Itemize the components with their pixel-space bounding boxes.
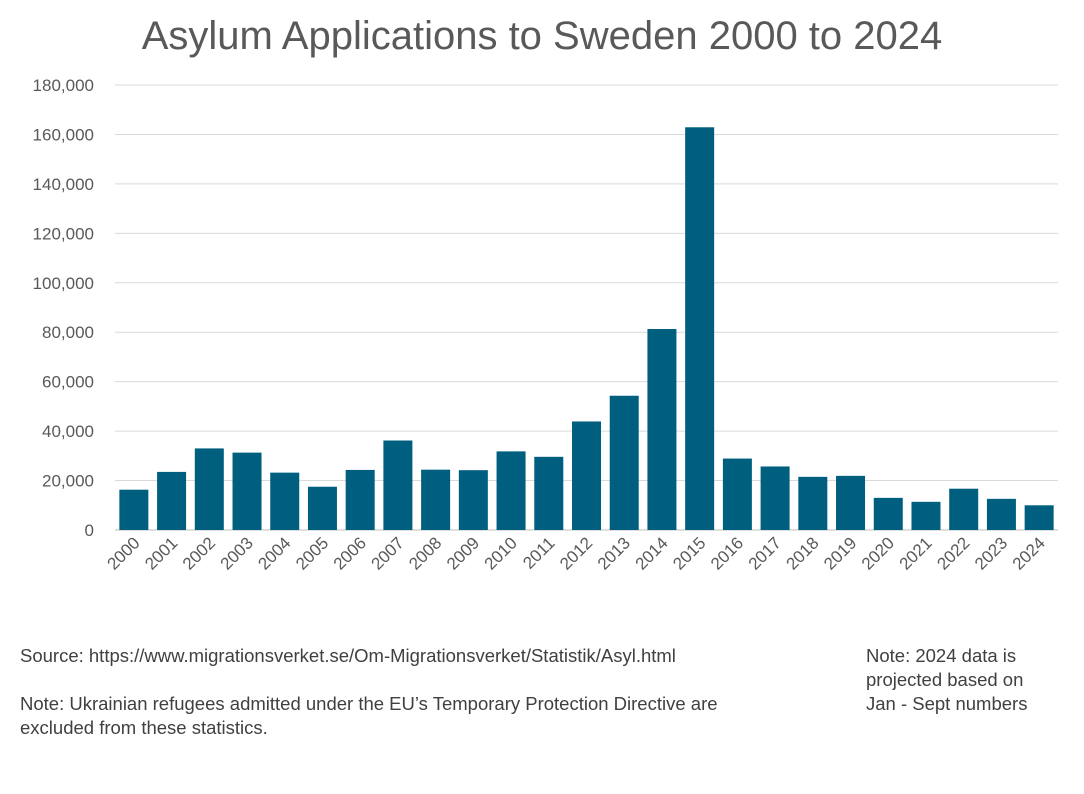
- bar-2005: [307, 486, 337, 530]
- bar-2003: [232, 452, 262, 530]
- x-tick-label: 2001: [141, 533, 181, 573]
- y-tick-label: 120,000: [33, 224, 94, 243]
- x-tick-label: 2009: [443, 533, 483, 573]
- ukraine-note-line2: excluded from these statistics.: [20, 717, 268, 738]
- x-tick-label: 2011: [519, 533, 558, 572]
- y-tick-label: 160,000: [33, 125, 94, 144]
- x-tick-label: 2003: [217, 533, 257, 573]
- bar-2017: [760, 466, 790, 530]
- x-tick-label: 2016: [707, 533, 747, 573]
- bar-2000: [119, 489, 149, 530]
- y-tick-label: 180,000: [33, 76, 94, 95]
- bar-2011: [534, 456, 564, 530]
- x-tick-label: 2015: [669, 533, 709, 573]
- bar-2019: [836, 475, 866, 530]
- x-tick-label: 2006: [330, 533, 370, 573]
- y-tick-label: 40,000: [42, 422, 94, 441]
- bar-2022: [949, 488, 979, 530]
- bar-2023: [986, 498, 1016, 530]
- x-tick-label: 2014: [632, 533, 672, 573]
- x-tick-label: 2024: [1009, 533, 1049, 573]
- bar-chart: 0 20,000 40,000 60,000 80,000 100,000 120,000 1…: [33, 76, 1058, 574]
- bar-2013: [609, 395, 639, 530]
- y-tick-label: 100,000: [33, 274, 94, 293]
- bar-2021: [911, 501, 941, 530]
- projection-note-line1: Note: 2024 data is: [866, 645, 1017, 666]
- x-tick-label: 2000: [104, 533, 144, 573]
- y-tick-label: 0: [85, 521, 94, 540]
- bar-2018: [798, 476, 828, 530]
- bar-2006: [345, 469, 375, 530]
- x-tick-label: 2007: [368, 533, 408, 573]
- x-tick-label: 2020: [858, 533, 898, 573]
- x-tick-label: 2013: [594, 533, 634, 573]
- bar-2002: [194, 448, 224, 530]
- y-tick-label: 80,000: [42, 323, 94, 342]
- bar-2004: [270, 472, 300, 530]
- bar-2016: [722, 458, 752, 530]
- y-tick-label: 140,000: [33, 175, 94, 194]
- x-tick-label: 2019: [820, 533, 860, 573]
- x-tick-label: 2005: [292, 533, 332, 573]
- x-tick-label: 2012: [556, 533, 596, 573]
- source-note: Source: https://www.migrationsverket.se/…: [20, 645, 676, 666]
- bar-2007: [383, 440, 413, 530]
- bar-2020: [873, 497, 903, 530]
- bar-2024: [1024, 505, 1054, 530]
- y-tick-label: 20,000: [42, 472, 94, 491]
- x-tick-label: 2017: [745, 533, 785, 573]
- x-tick-label: 2021: [896, 533, 936, 573]
- bar-2009: [458, 470, 488, 530]
- bar-2015: [685, 127, 715, 531]
- y-tick-label: 60,000: [42, 373, 94, 392]
- bar-2014: [647, 329, 677, 530]
- x-tick-label: 2010: [481, 533, 521, 573]
- x-tick-label: 2004: [254, 533, 294, 573]
- projection-note-line3: Jan - Sept numbers: [866, 693, 1028, 714]
- x-tick-label: 2022: [933, 533, 973, 573]
- ukraine-note-line1: Note: Ukrainian refugees admitted under …: [20, 693, 718, 714]
- x-tick-label: 2008: [405, 533, 445, 573]
- bar-2008: [421, 469, 451, 530]
- chart-title: Asylum Applications to Sweden 2000 to 20…: [141, 14, 943, 58]
- bar-2001: [157, 471, 187, 530]
- bar-2010: [496, 451, 526, 530]
- bar-2012: [572, 421, 601, 530]
- x-tick-label: 2023: [971, 533, 1011, 573]
- projection-note-line2: projected based on: [866, 669, 1024, 690]
- x-tick-label: 2018: [782, 533, 822, 573]
- x-tick-label: 2002: [179, 533, 219, 573]
